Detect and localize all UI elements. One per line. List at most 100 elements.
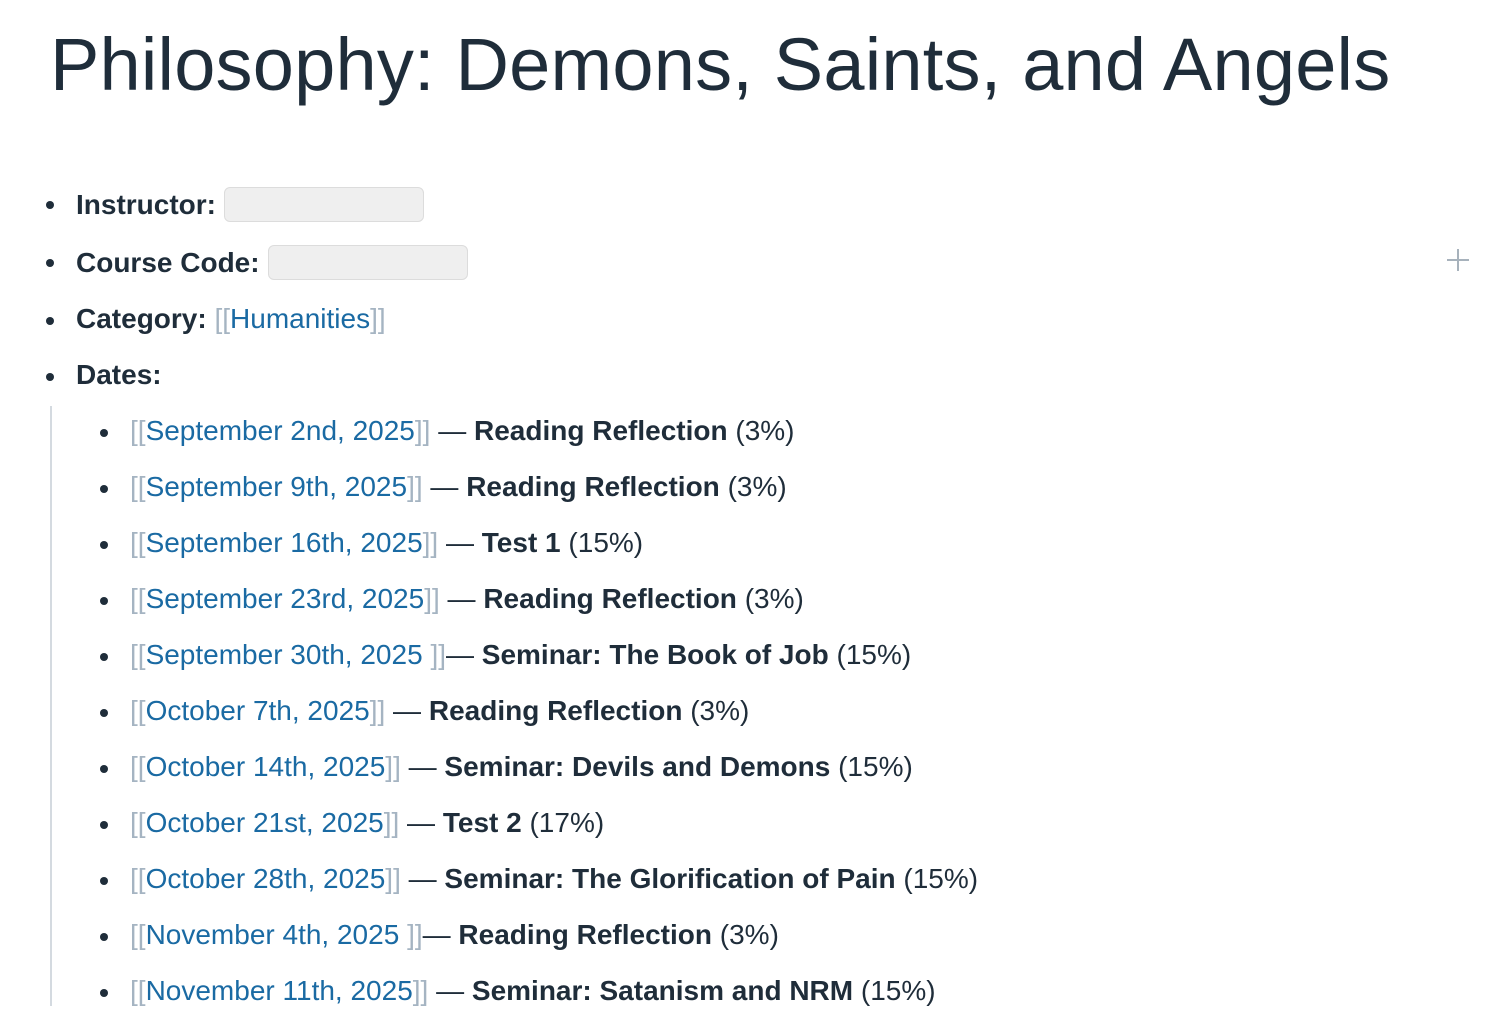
assignment-weight: (3%) — [682, 695, 750, 726]
link-close-bracket: ]] — [422, 527, 439, 558]
date-link[interactable]: September 16th, 2025 — [145, 527, 423, 558]
bullet-icon[interactable] — [100, 821, 108, 829]
link-close-bracket: ]] — [424, 583, 440, 614]
bullet-icon[interactable] — [100, 653, 108, 661]
assignment-title: Seminar: Satanism and NRM — [471, 975, 854, 1006]
bullet-icon[interactable] — [100, 989, 108, 997]
link-open-bracket: [[ — [214, 303, 231, 334]
separator: — — [446, 639, 482, 670]
link-close-bracket: ]] — [383, 807, 400, 838]
date-item-content[interactable]: [[September 16th, 2025]] — Test 1 (15%) — [130, 527, 643, 559]
link-close-bracket: ]] — [412, 975, 429, 1006]
link-open-bracket: [[ — [130, 415, 146, 446]
link-close-bracket: ]] — [370, 303, 386, 334]
date-link[interactable]: September 30th, 2025 — [145, 639, 431, 670]
link-open-bracket: [[ — [130, 807, 146, 838]
date-item-content[interactable]: [[September 30th, 2025 ]]— Seminar: The … — [130, 639, 911, 671]
link-open-bracket: [[ — [130, 527, 146, 558]
assignment-weight: (15%) — [895, 863, 979, 894]
bullet-icon[interactable] — [100, 765, 108, 773]
date-item-content[interactable]: [[October 14th, 2025]] — Seminar: Devils… — [130, 751, 913, 783]
assignment-weight: (3%) — [712, 919, 779, 950]
assignment-title: Reading Reflection — [428, 695, 683, 726]
link-close-bracket: ]] — [385, 863, 401, 894]
date-item-content[interactable]: [[October 28th, 2025]] — Seminar: The Gl… — [130, 863, 978, 895]
assignment-title: Reading Reflection — [458, 919, 712, 950]
link-open-bracket: [[ — [130, 919, 146, 950]
separator: — — [385, 695, 429, 726]
link-close-bracket: ]] — [407, 471, 423, 502]
assignment-title: Seminar: The Book of Job — [481, 639, 829, 670]
bullet-icon[interactable] — [100, 485, 108, 493]
date-link[interactable]: November 4th, 2025 — [145, 919, 408, 950]
bullet-icon[interactable] — [100, 709, 108, 717]
assignment-title: Test 2 — [442, 807, 522, 838]
assignment-weight: (3%) — [736, 583, 804, 614]
assignment-title: Seminar: The Glorification of Pain — [444, 863, 896, 894]
date-item-content[interactable]: [[September 23rd, 2025]] — Reading Refle… — [130, 583, 804, 615]
bullet-icon[interactable] — [100, 877, 108, 885]
date-item-content[interactable]: [[November 11th, 2025]] — Seminar: Satan… — [130, 975, 936, 1007]
separator: — — [422, 471, 467, 502]
link-close-bracket: ]] — [369, 695, 386, 726]
link-open-bracket: [[ — [130, 863, 146, 894]
page-title[interactable]: Philosophy: Demons, Saints, and Angels — [50, 23, 1391, 106]
date-item-content[interactable]: [[October 21st, 2025]] — Test 2 (17%) — [130, 807, 604, 839]
bullet-icon[interactable] — [100, 933, 108, 941]
link-open-bracket: [[ — [130, 695, 146, 726]
assignment-title: Reading Reflection — [466, 471, 720, 502]
separator: — — [422, 919, 459, 950]
course-code-value-field[interactable] — [267, 245, 468, 280]
date-item-content[interactable]: [[September 9th, 2025]] — Reading Reflec… — [130, 471, 787, 503]
assignment-weight: (15%) — [828, 639, 912, 670]
children-guide-line[interactable] — [50, 406, 52, 1006]
date-link[interactable]: October 21st, 2025 — [145, 807, 384, 838]
link-close-bracket: ]] — [407, 919, 423, 950]
property-key: Instructor: — [76, 188, 216, 220]
date-link[interactable]: September 2nd, 2025 — [145, 415, 415, 446]
link-close-bracket: ]] — [414, 415, 431, 446]
assignment-weight: (17%) — [521, 807, 605, 838]
plus-icon[interactable] — [1442, 244, 1474, 276]
assignment-weight: (3%) — [727, 415, 795, 446]
date-item-content[interactable]: [[September 2nd, 2025]] — Reading Reflec… — [130, 415, 795, 447]
separator: — — [430, 415, 474, 446]
assignment-title: Reading Reflection — [474, 415, 728, 446]
date-item-content[interactable]: [[November 4th, 2025 ]]— Reading Reflect… — [130, 919, 779, 951]
separator: — — [428, 975, 472, 1006]
separator: — — [438, 527, 482, 558]
assignment-weight: (15%) — [853, 975, 936, 1006]
link-open-bracket: [[ — [130, 751, 146, 782]
assignment-weight: (15%) — [830, 751, 913, 782]
link-open-bracket: [[ — [130, 471, 146, 502]
date-link[interactable]: September 23rd, 2025 — [145, 583, 425, 614]
property-key: Category: — [76, 303, 207, 334]
date-link[interactable]: November 11th, 2025 — [145, 975, 413, 1006]
link-open-bracket: [[ — [130, 583, 146, 614]
link-close-bracket: ]] — [430, 639, 446, 670]
date-link[interactable]: October 28th, 2025 — [145, 863, 386, 894]
link-close-bracket: ]] — [385, 751, 401, 782]
bullet-icon[interactable] — [100, 541, 108, 549]
property-key: Dates: — [76, 359, 162, 390]
property-key: Course Code: — [76, 246, 260, 278]
assignment-title: Test 1 — [481, 527, 561, 558]
link-open-bracket: [[ — [130, 639, 146, 670]
bullet-icon[interactable] — [100, 429, 108, 437]
date-link[interactable]: October 7th, 2025 — [145, 695, 370, 726]
bullet-icon[interactable] — [46, 259, 54, 267]
bullet-icon[interactable] — [46, 201, 54, 209]
category-link[interactable]: Humanities — [230, 303, 371, 334]
bullet-icon[interactable] — [100, 597, 108, 605]
link-open-bracket: [[ — [130, 975, 146, 1006]
instructor-value-field[interactable] — [224, 187, 424, 222]
assignment-title: Reading Reflection — [483, 583, 737, 614]
date-item-content[interactable]: [[October 7th, 2025]] — Reading Reflecti… — [130, 695, 749, 727]
assignment-weight: (15%) — [560, 527, 644, 558]
date-link[interactable]: September 9th, 2025 — [145, 471, 408, 502]
bullet-icon[interactable] — [46, 317, 54, 325]
assignment-title: Seminar: Devils and Demons — [444, 751, 831, 782]
separator: — — [400, 863, 445, 894]
date-link[interactable]: October 14th, 2025 — [145, 751, 386, 782]
bullet-icon[interactable] — [46, 373, 54, 381]
